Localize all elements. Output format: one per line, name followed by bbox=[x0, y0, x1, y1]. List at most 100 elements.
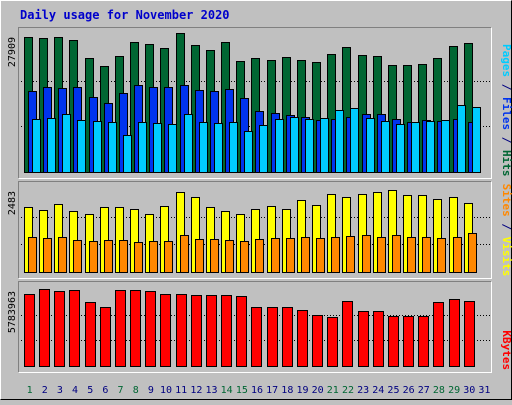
day-label-19: 19 bbox=[296, 385, 308, 396]
bar-kbytes-11 bbox=[176, 294, 187, 367]
panel-traffic-max-tick-label: 5783963 bbox=[7, 291, 18, 333]
bar-sites-21 bbox=[331, 237, 340, 273]
bar-kbytes-16 bbox=[251, 307, 262, 367]
bar-kbytes-26 bbox=[403, 316, 414, 367]
bar-sites-15 bbox=[240, 241, 249, 273]
bar-sites-3 bbox=[58, 237, 67, 273]
panel-traffic-legend: KBytes bbox=[500, 330, 512, 370]
bar-kbytes-20 bbox=[312, 315, 323, 367]
bar-pages-29 bbox=[457, 105, 466, 173]
bar-pages-20 bbox=[320, 118, 329, 173]
bar-pages-27 bbox=[426, 121, 435, 173]
bar-kbytes-21 bbox=[327, 317, 338, 367]
bar-sites-22 bbox=[346, 236, 355, 273]
panel-visitors-max-tick-label: 2483 bbox=[7, 191, 18, 215]
bar-kbytes-17 bbox=[267, 307, 278, 367]
bar-kbytes-23 bbox=[358, 311, 369, 367]
bar-pages-30 bbox=[472, 107, 481, 173]
day-label-26: 26 bbox=[403, 385, 415, 396]
panel-visitors-legend-part: / bbox=[500, 217, 512, 237]
day-label-5: 5 bbox=[87, 385, 93, 396]
bar-pages-9 bbox=[153, 123, 162, 173]
bar-kbytes-12 bbox=[191, 295, 202, 367]
bar-kbytes-9 bbox=[145, 291, 156, 367]
bar-pages-28 bbox=[441, 120, 450, 173]
bar-pages-11 bbox=[184, 114, 193, 173]
bar-pages-23 bbox=[366, 118, 375, 173]
bar-sites-28 bbox=[437, 238, 446, 273]
day-label-13: 13 bbox=[205, 385, 217, 396]
bar-pages-10 bbox=[168, 124, 177, 173]
panel-requests-legend: Pages / Files / Hits bbox=[500, 44, 512, 177]
day-label-30: 30 bbox=[463, 385, 475, 396]
bar-kbytes-18 bbox=[282, 307, 293, 367]
day-label-17: 17 bbox=[266, 385, 278, 396]
bar-pages-14 bbox=[229, 122, 238, 173]
bar-sites-25 bbox=[392, 235, 401, 273]
panel-visitors-legend: Sites / Visits bbox=[500, 184, 512, 277]
bar-sites-2 bbox=[43, 238, 52, 273]
panel-traffic-bevel-light bbox=[18, 281, 492, 373]
bar-sites-9 bbox=[149, 241, 158, 273]
bar-pages-19 bbox=[305, 119, 314, 173]
day-label-2: 2 bbox=[42, 385, 48, 396]
bar-kbytes-2 bbox=[39, 289, 50, 367]
bar-sites-26 bbox=[407, 237, 416, 273]
panel-requests-legend-part: Files bbox=[500, 97, 512, 130]
bar-sites-29 bbox=[453, 237, 462, 273]
bar-pages-6 bbox=[108, 122, 117, 173]
bar-pages-7 bbox=[123, 135, 132, 173]
day-label-24: 24 bbox=[372, 385, 384, 396]
bar-sites-6 bbox=[104, 240, 113, 273]
bar-sites-17 bbox=[271, 238, 280, 273]
day-label-29: 29 bbox=[448, 385, 460, 396]
panel-requests-legend-part: Hits bbox=[500, 150, 512, 177]
bar-sites-10 bbox=[164, 241, 173, 273]
bar-pages-25 bbox=[396, 124, 405, 173]
day-label-14: 14 bbox=[221, 385, 233, 396]
bar-sites-23 bbox=[362, 235, 371, 273]
bar-pages-3 bbox=[62, 114, 71, 173]
day-label-6: 6 bbox=[102, 385, 108, 396]
day-label-23: 23 bbox=[357, 385, 369, 396]
bar-pages-18 bbox=[290, 117, 299, 173]
bar-sites-4 bbox=[73, 240, 82, 273]
bar-kbytes-28 bbox=[433, 302, 444, 367]
day-label-27: 27 bbox=[418, 385, 430, 396]
panel-requests-legend-part: / bbox=[500, 77, 512, 97]
bar-pages-13 bbox=[214, 123, 223, 173]
bar-sites-5 bbox=[89, 241, 98, 273]
bar-pages-21 bbox=[335, 110, 344, 173]
day-label-20: 20 bbox=[312, 385, 324, 396]
bar-kbytes-6 bbox=[100, 307, 111, 367]
day-label-21: 21 bbox=[327, 385, 339, 396]
bar-pages-16 bbox=[259, 125, 268, 173]
bar-pages-2 bbox=[47, 118, 56, 173]
panel-visitors-bevel-dark bbox=[18, 181, 492, 279]
bar-kbytes-29 bbox=[449, 299, 460, 367]
bar-kbytes-1 bbox=[24, 294, 35, 367]
bar-kbytes-3 bbox=[54, 291, 65, 367]
day-label-28: 28 bbox=[433, 385, 445, 396]
bar-kbytes-10 bbox=[160, 294, 171, 367]
bar-sites-30 bbox=[468, 233, 477, 273]
panel-visitors-bevel-light bbox=[18, 181, 492, 279]
bar-pages-24 bbox=[381, 121, 390, 173]
day-label-16: 16 bbox=[251, 385, 263, 396]
day-label-15: 15 bbox=[236, 385, 248, 396]
panel-visitors-legend-part: Sites bbox=[500, 184, 512, 217]
bar-sites-14 bbox=[225, 240, 234, 273]
day-label-18: 18 bbox=[281, 385, 293, 396]
day-label-11: 11 bbox=[175, 385, 187, 396]
day-label-4: 4 bbox=[72, 385, 78, 396]
bar-pages-17 bbox=[275, 119, 284, 173]
panel-visitors-legend-part: Visits bbox=[500, 237, 512, 277]
bar-kbytes-4 bbox=[69, 290, 80, 367]
bar-sites-11 bbox=[180, 235, 189, 273]
day-label-12: 12 bbox=[190, 385, 202, 396]
bar-sites-12 bbox=[195, 239, 204, 273]
panel-requests-legend-part: Pages bbox=[500, 44, 512, 77]
